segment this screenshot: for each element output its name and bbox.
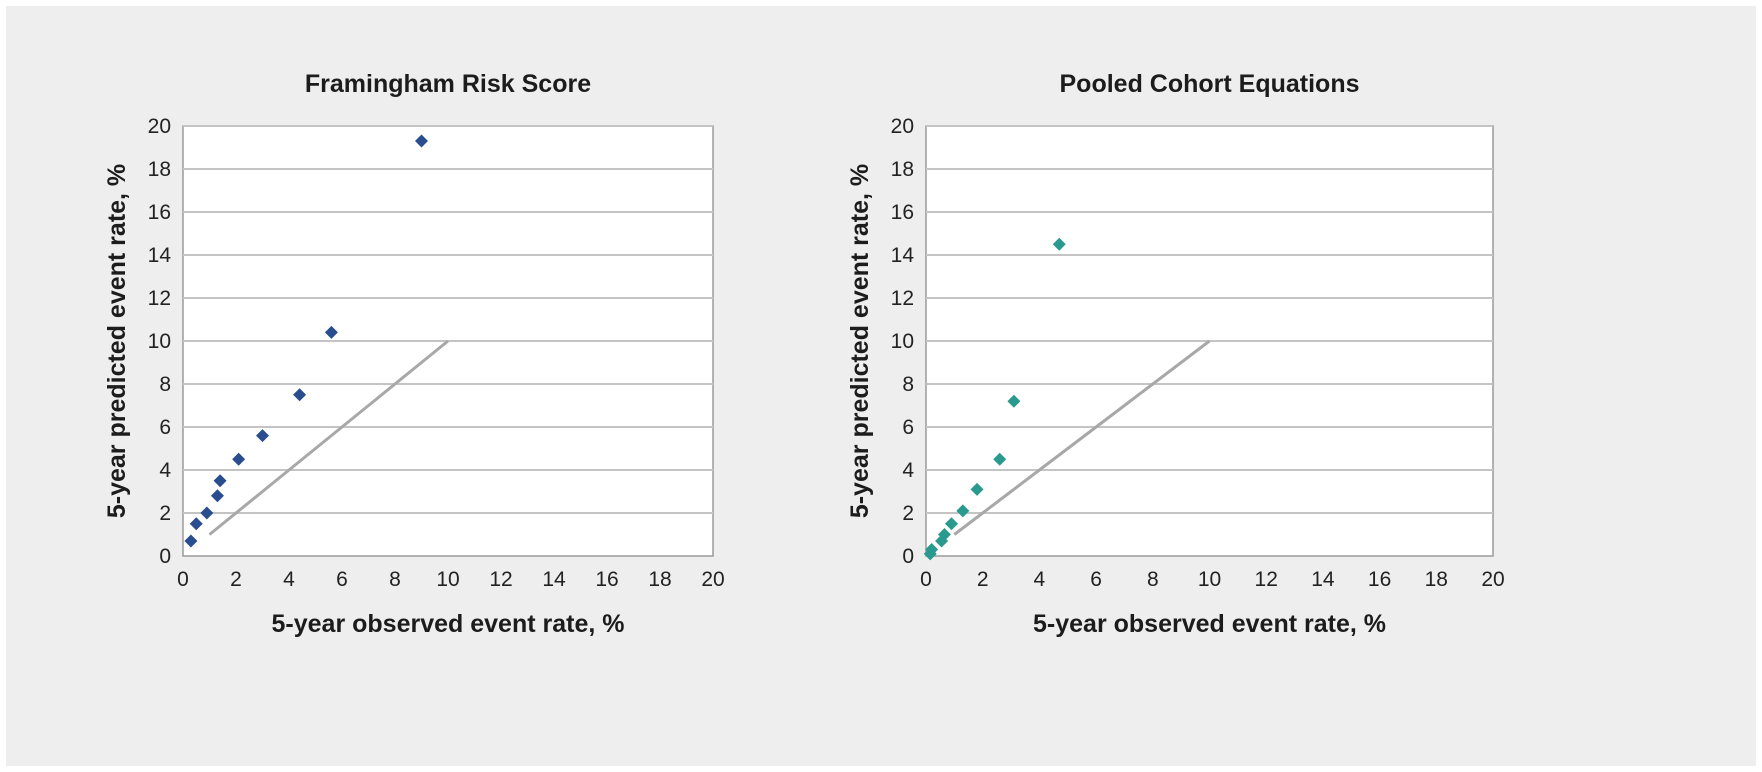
- y-tick-label: 0: [902, 545, 914, 568]
- y-tick-label: 8: [902, 373, 914, 396]
- x-tick-label: 6: [336, 568, 348, 591]
- x-tick-label: 16: [595, 568, 618, 591]
- data-point: [213, 474, 227, 488]
- x-axis-title: 5-year observed event rate, %: [1033, 610, 1386, 638]
- x-tick-label: 2: [230, 568, 242, 591]
- y-axis-title: 5-year predicted event rate, %: [103, 164, 131, 518]
- x-tick-label: 14: [542, 568, 566, 591]
- x-tick-label: 4: [283, 568, 295, 591]
- x-tick-label: 12: [1255, 568, 1278, 591]
- data-point: [993, 452, 1007, 466]
- x-axis-title: 5-year observed event rate, %: [272, 610, 625, 638]
- x-tick-label: 10: [1198, 568, 1221, 591]
- data-point: [324, 325, 338, 339]
- y-tick-label: 2: [902, 502, 914, 525]
- y-tick-label: 16: [148, 201, 171, 224]
- x-tick-label: 6: [1090, 568, 1102, 591]
- data-point: [1007, 394, 1021, 408]
- y-tick-label: 20: [148, 115, 171, 138]
- x-tick-label: 16: [1368, 568, 1391, 591]
- y-tick-label: 12: [891, 287, 914, 310]
- y-tick-label: 20: [891, 115, 914, 138]
- y-tick-label: 0: [159, 545, 171, 568]
- chart-title: Pooled Cohort Equations: [1060, 70, 1360, 98]
- data-point: [210, 489, 224, 503]
- x-tick-label: 10: [436, 568, 459, 591]
- x-tick-label: 20: [1481, 568, 1504, 591]
- data-point: [945, 517, 959, 531]
- data-point: [184, 534, 198, 548]
- y-tick-label: 8: [159, 373, 171, 396]
- data-point: [232, 452, 246, 466]
- x-tick-label: 0: [177, 568, 189, 591]
- x-tick-label: 20: [701, 568, 724, 591]
- y-tick-label: 14: [891, 244, 915, 267]
- reference-line: [208, 339, 449, 536]
- y-tick-label: 6: [159, 416, 171, 439]
- y-tick-label: 2: [159, 502, 171, 525]
- data-point: [293, 388, 307, 402]
- data-point: [256, 429, 269, 443]
- data-point: [956, 504, 970, 518]
- data-point: [970, 482, 984, 496]
- data-point: [925, 543, 939, 557]
- y-tick-label: 14: [148, 244, 172, 267]
- data-point: [200, 506, 214, 520]
- data-point: [1052, 237, 1066, 251]
- x-tick-label: 2: [977, 568, 989, 591]
- x-tick-label: 0: [920, 568, 932, 591]
- y-tick-label: 18: [148, 158, 171, 181]
- y-tick-label: 10: [891, 330, 914, 353]
- y-tick-label: 10: [148, 330, 171, 353]
- figure-panel: 0 2 4 6 8 10 12 14 16 18 20 0 2 4 6 8 10 12 14 16 18 20 Framin…: [6, 6, 1756, 766]
- y-tick-label: 6: [902, 416, 914, 439]
- y-axis-title: 5-year predicted event rate, %: [846, 164, 874, 518]
- data-point: [937, 528, 951, 541]
- x-tick-label: 4: [1034, 568, 1046, 591]
- x-tick-label: 8: [389, 568, 401, 591]
- y-tick-label: 4: [902, 459, 914, 482]
- y-tick-label: 12: [148, 287, 171, 310]
- y-tick-label: 18: [891, 158, 914, 181]
- data-point: [415, 134, 428, 148]
- chart-title: Framingham Risk Score: [305, 70, 591, 98]
- x-tick-label: 14: [1311, 568, 1335, 591]
- pooled-cohort-chart: 0 2 4 6 8 10 12 14 16 18 20 0 2 4 6 8 10 12 14 16 18 20 Pooled…: [846, 70, 1505, 638]
- x-tick-label: 18: [648, 568, 671, 591]
- data-point: [189, 517, 203, 531]
- y-tick-label: 16: [891, 201, 914, 224]
- reference-line: [953, 339, 1211, 536]
- x-tick-label: 12: [489, 568, 512, 591]
- x-tick-label: 18: [1425, 568, 1448, 591]
- y-tick-label: 4: [159, 459, 171, 482]
- x-tick-label: 8: [1147, 568, 1159, 591]
- framingham-chart: 0 2 4 6 8 10 12 14 16 18 20 0 2 4 6 8 10 12 14 16 18 20 Framin…: [103, 70, 725, 638]
